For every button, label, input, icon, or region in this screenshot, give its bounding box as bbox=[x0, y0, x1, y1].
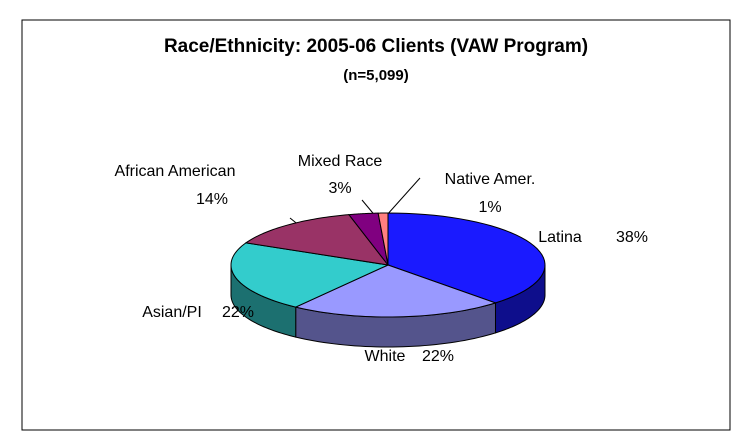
slice-value-label: 1% bbox=[478, 199, 501, 216]
slice-label: Native Amer. bbox=[445, 171, 536, 188]
slice-label: White bbox=[365, 348, 406, 365]
slice bbox=[244, 214, 390, 266]
slice-value-label: 22% bbox=[422, 348, 454, 365]
slice-value-label: 3% bbox=[328, 180, 351, 197]
slice bbox=[347, 212, 389, 266]
slice-value-label: 14% bbox=[196, 191, 228, 208]
slice bbox=[294, 264, 498, 318]
slice-label: Asian/PI bbox=[142, 304, 202, 321]
slice bbox=[377, 212, 389, 266]
slice-label: African American bbox=[115, 163, 236, 180]
leader-line bbox=[385, 177, 421, 217]
slice-label: Mixed Race bbox=[298, 153, 383, 170]
slice bbox=[387, 212, 546, 304]
slice-value-label: 22% bbox=[222, 304, 254, 321]
chart-subtitle: (n=5,099) bbox=[343, 67, 408, 84]
chart-title: Race/Ethnicity: 2005-06 Clients (VAW Pro… bbox=[164, 36, 588, 57]
slice-value-label: 38% bbox=[616, 229, 648, 246]
slice-label: Latina bbox=[538, 229, 582, 246]
